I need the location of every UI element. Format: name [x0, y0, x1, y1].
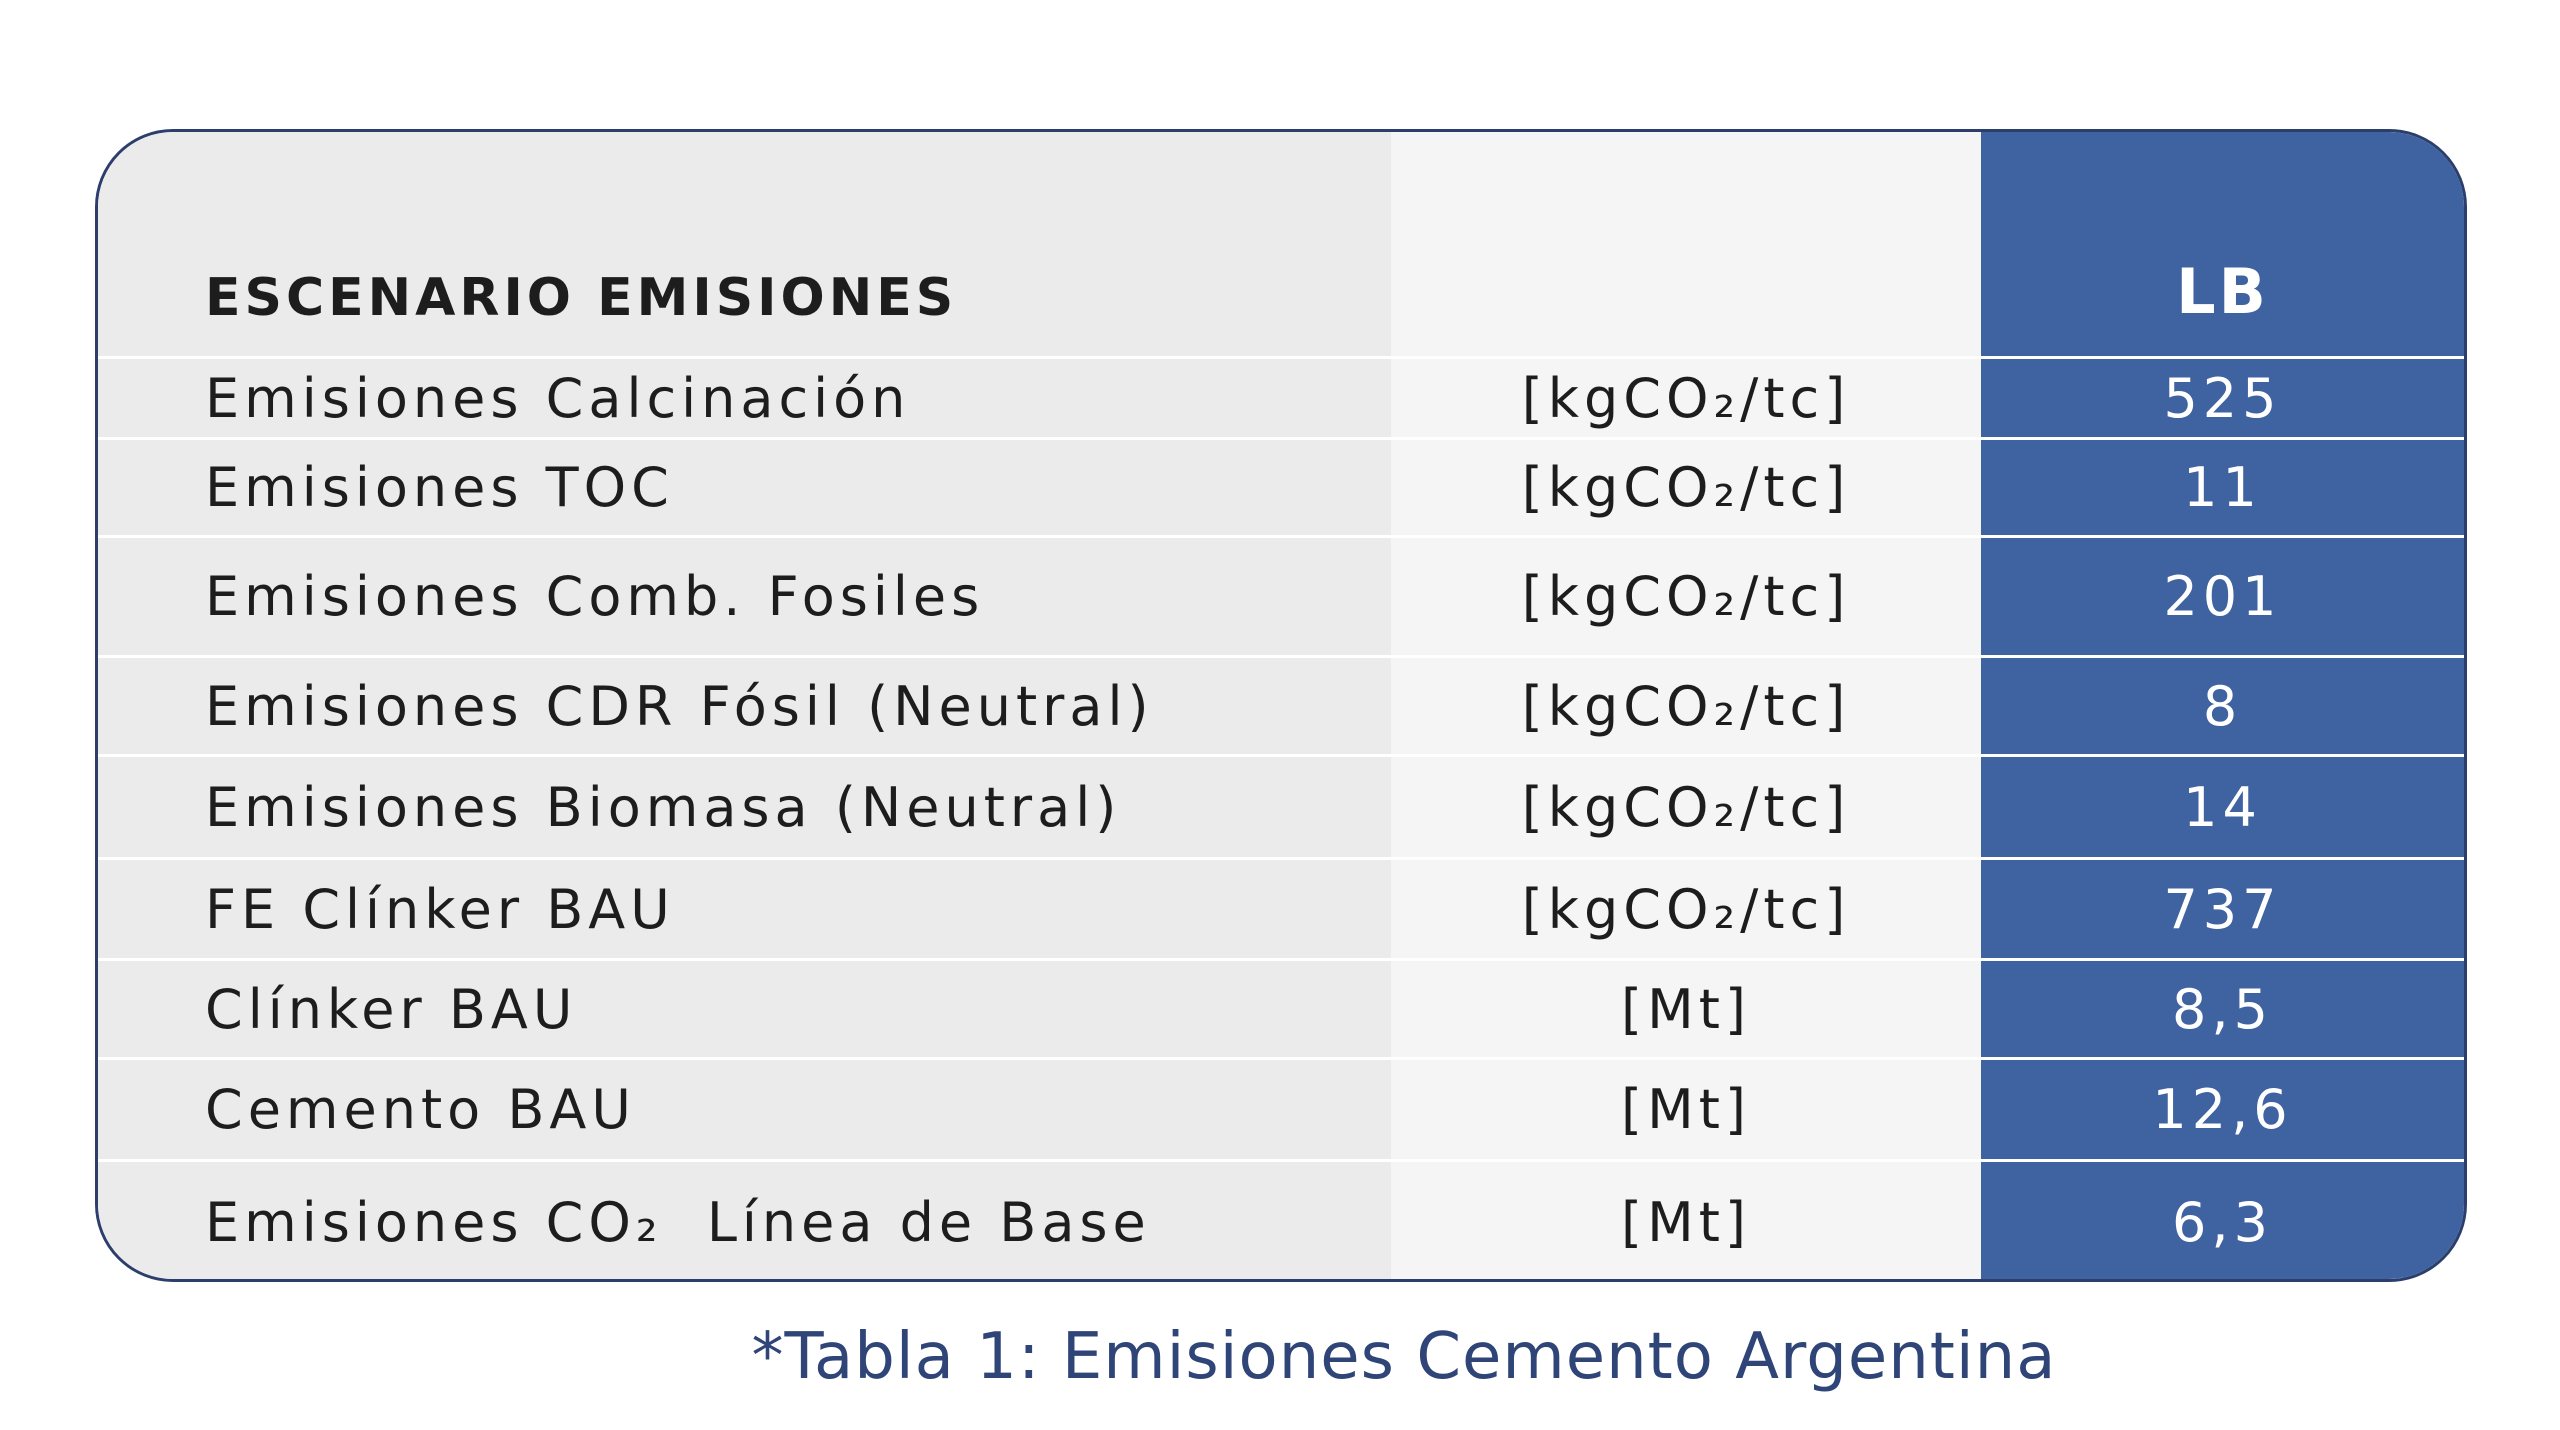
- row-label: Emisiones Calcinación: [98, 356, 1391, 437]
- header-blank: [1391, 132, 1981, 356]
- row-unit: [Mt]: [1391, 1057, 1981, 1159]
- row-unit: [kgCO₂/tc]: [1391, 437, 1981, 535]
- row-value: 6,3: [1981, 1159, 2464, 1279]
- row-value: 12,6: [1981, 1057, 2464, 1159]
- row-unit: [kgCO₂/tc]: [1391, 857, 1981, 958]
- row-value: 525: [1981, 356, 2464, 437]
- row-label: Emisiones TOC: [98, 437, 1391, 535]
- row-value: 11: [1981, 437, 2464, 535]
- header-title: ESCENARIO EMISIONES: [98, 132, 1391, 356]
- row-value: 8: [1981, 655, 2464, 754]
- row-unit: [Mt]: [1391, 1159, 1981, 1279]
- row-label: Emisiones CO₂ Línea de Base: [98, 1159, 1391, 1279]
- row-unit: [kgCO₂/tc]: [1391, 535, 1981, 655]
- row-label: Clínker BAU: [98, 958, 1391, 1057]
- row-value: 8,5: [1981, 958, 2464, 1057]
- row-unit: [kgCO₂/tc]: [1391, 356, 1981, 437]
- row-unit: [kgCO₂/tc]: [1391, 754, 1981, 857]
- row-label: Emisiones Comb. Fosiles: [98, 535, 1391, 655]
- row-label: Emisiones Biomasa (Neutral): [98, 754, 1391, 857]
- row-value: 737: [1981, 857, 2464, 958]
- row-unit: [Mt]: [1391, 958, 1981, 1057]
- caption: *Tabla 1: Emisiones Cemento Argentina: [751, 1320, 2057, 1394]
- row-value: 14: [1981, 754, 2464, 857]
- row-label: FE Clínker BAU: [98, 857, 1391, 958]
- row-value: 201: [1981, 535, 2464, 655]
- row-unit: [kgCO₂/tc]: [1391, 655, 1981, 754]
- header-column: LB: [1981, 132, 2464, 356]
- table: ESCENARIO EMISIONES LB Emisiones Calcina…: [95, 129, 2467, 1282]
- row-label: Cemento BAU: [98, 1057, 1391, 1159]
- row-label: Emisiones CDR Fósil (Neutral): [98, 655, 1391, 754]
